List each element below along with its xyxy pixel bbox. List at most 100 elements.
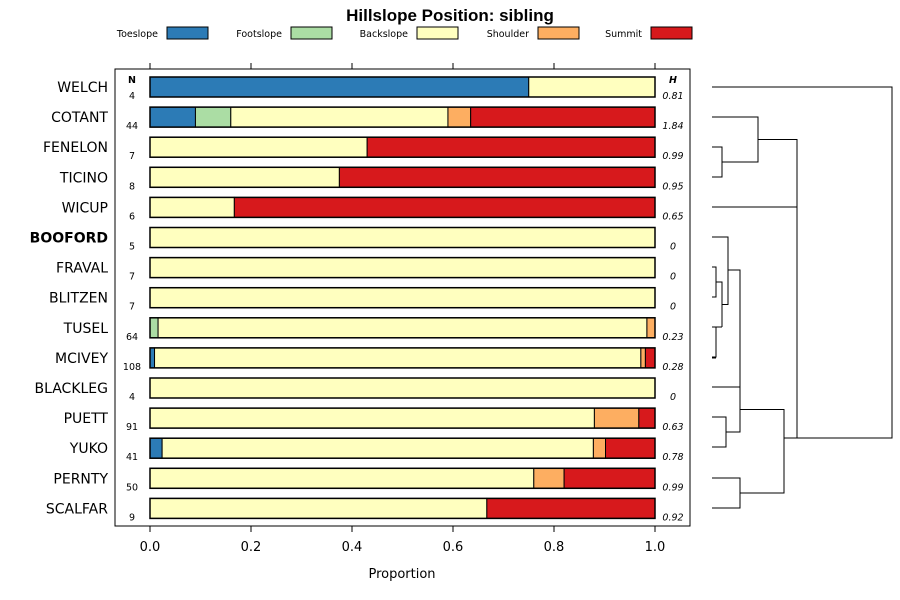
row-n: 4 — [129, 91, 135, 102]
row-n: 6 — [129, 211, 135, 222]
row-label: WELCH — [57, 80, 108, 96]
bar-segment-backslope — [149, 136, 368, 158]
bar-row: FRAVAL 7 0 — [56, 256, 676, 283]
dendro-link — [712, 326, 717, 358]
row-n: 7 — [129, 151, 135, 162]
bar-segment-footslope — [194, 106, 232, 128]
bar-segment-summit — [486, 497, 656, 519]
bar-outline — [149, 317, 656, 339]
n-column-header: N — [128, 75, 136, 86]
legend-swatch — [416, 26, 459, 40]
bar-segment-backslope — [154, 347, 642, 369]
row-h: 0.78 — [662, 452, 683, 463]
bar-outline — [149, 497, 656, 520]
row-label: COTANT — [51, 110, 108, 126]
bar-segment-backslope — [161, 437, 594, 459]
row-n: 7 — [129, 272, 135, 283]
h-column-header: H — [669, 75, 677, 86]
bar-segment-toeslope — [149, 437, 163, 459]
dendro-link — [712, 86, 893, 439]
bar-segment-shoulder — [592, 437, 607, 459]
bar-segment-shoulder — [646, 317, 656, 339]
bar-segment-summit — [233, 196, 656, 218]
bar-segment-summit — [644, 347, 656, 369]
bar-segment-summit — [338, 166, 656, 188]
row-label: BOOFORD — [30, 231, 108, 247]
row-h: 0.92 — [662, 512, 683, 523]
bar-segment-toeslope — [149, 76, 530, 98]
bar-row: TICINO 8 0.95 — [59, 166, 684, 192]
bar-row: TUSEL 64 0.23 — [63, 317, 684, 343]
row-h: 0 — [670, 272, 676, 283]
bar-segment-toeslope — [149, 106, 196, 128]
bar-segment-footslope — [149, 317, 159, 339]
bar-row: BLACKLEG 4 0 — [34, 377, 676, 403]
bar-outline — [149, 256, 656, 279]
row-n: 91 — [126, 422, 138, 433]
bar-row: FENELON 7 0.99 — [43, 136, 684, 162]
x-axis-label: Proportion — [368, 567, 435, 582]
legend-label: Toeslope — [116, 29, 158, 40]
row-label: BLITZEN — [49, 291, 108, 307]
dendro-link — [712, 146, 723, 178]
dendro-link — [712, 416, 727, 448]
legend-swatch — [290, 26, 333, 40]
bar-segment-summit — [366, 136, 656, 158]
legend-label: Footslope — [236, 29, 282, 40]
dendro-link — [716, 281, 723, 327]
row-h: 1.84 — [662, 121, 683, 132]
bar-outline — [149, 76, 656, 98]
bar-row: PUETT 91 0.63 — [64, 407, 684, 433]
bar-segment-backslope — [149, 166, 340, 188]
row-n: 44 — [126, 121, 138, 132]
bar-segment-shoulder — [447, 106, 472, 128]
bar-segment-backslope — [149, 377, 656, 399]
dendro-link — [712, 139, 798, 208]
bar-segment-backslope — [528, 76, 656, 98]
plot-frame — [114, 68, 691, 527]
x-tick-label: 0.4 — [342, 540, 363, 555]
row-h: 0.23 — [662, 332, 683, 343]
x-tick-label: 0.2 — [241, 540, 262, 555]
bar-segment-backslope — [149, 227, 656, 248]
row-label: FENELON — [43, 140, 108, 156]
bar-segment-backslope — [149, 257, 656, 279]
bar-row: BLITZEN 7 0 — [49, 286, 676, 313]
dendrogram — [712, 86, 893, 509]
bar-segment-backslope — [149, 287, 656, 309]
row-label: PERNTY — [53, 471, 108, 487]
legend-swatch — [537, 26, 580, 40]
legend-label: Backslope — [360, 29, 408, 40]
row-label: TUSEL — [63, 321, 109, 337]
x-tick-label: 0.6 — [443, 540, 464, 555]
row-label: PUETT — [64, 411, 109, 427]
row-label: MCIVEY — [55, 351, 108, 367]
row-h: 0.28 — [662, 362, 683, 373]
bar-segment-summit — [638, 407, 656, 429]
row-label: BLACKLEG — [34, 381, 108, 397]
row-label: TICINO — [59, 170, 108, 186]
bar-segment-backslope — [149, 407, 595, 429]
row-n: 64 — [126, 332, 138, 343]
legend-swatch — [650, 26, 693, 40]
bar-outline — [149, 467, 656, 490]
dendro-link — [712, 266, 717, 298]
bar-row: SCALFAR 9 0.92 — [46, 497, 684, 523]
bar-outline — [149, 226, 656, 249]
bar-segment-backslope — [230, 106, 449, 128]
row-h: 0.63 — [662, 422, 683, 433]
row-label: WICUP — [62, 200, 108, 216]
row-label: YUKO — [69, 441, 108, 457]
bar-outline — [149, 136, 656, 158]
bar-outline — [149, 407, 656, 429]
bar-segment-shoulder — [593, 407, 640, 429]
dendro-link — [728, 269, 741, 387]
bar-outline — [149, 286, 656, 309]
x-axis: 0.0 0.2 0.4 0.6 0.8 1.0 — [140, 63, 665, 555]
bar-segment-backslope — [149, 467, 535, 489]
row-n: 50 — [126, 482, 138, 493]
row-h: 0 — [670, 302, 676, 313]
x-tick-label: 0.8 — [544, 540, 565, 555]
bar-outline — [149, 347, 656, 369]
